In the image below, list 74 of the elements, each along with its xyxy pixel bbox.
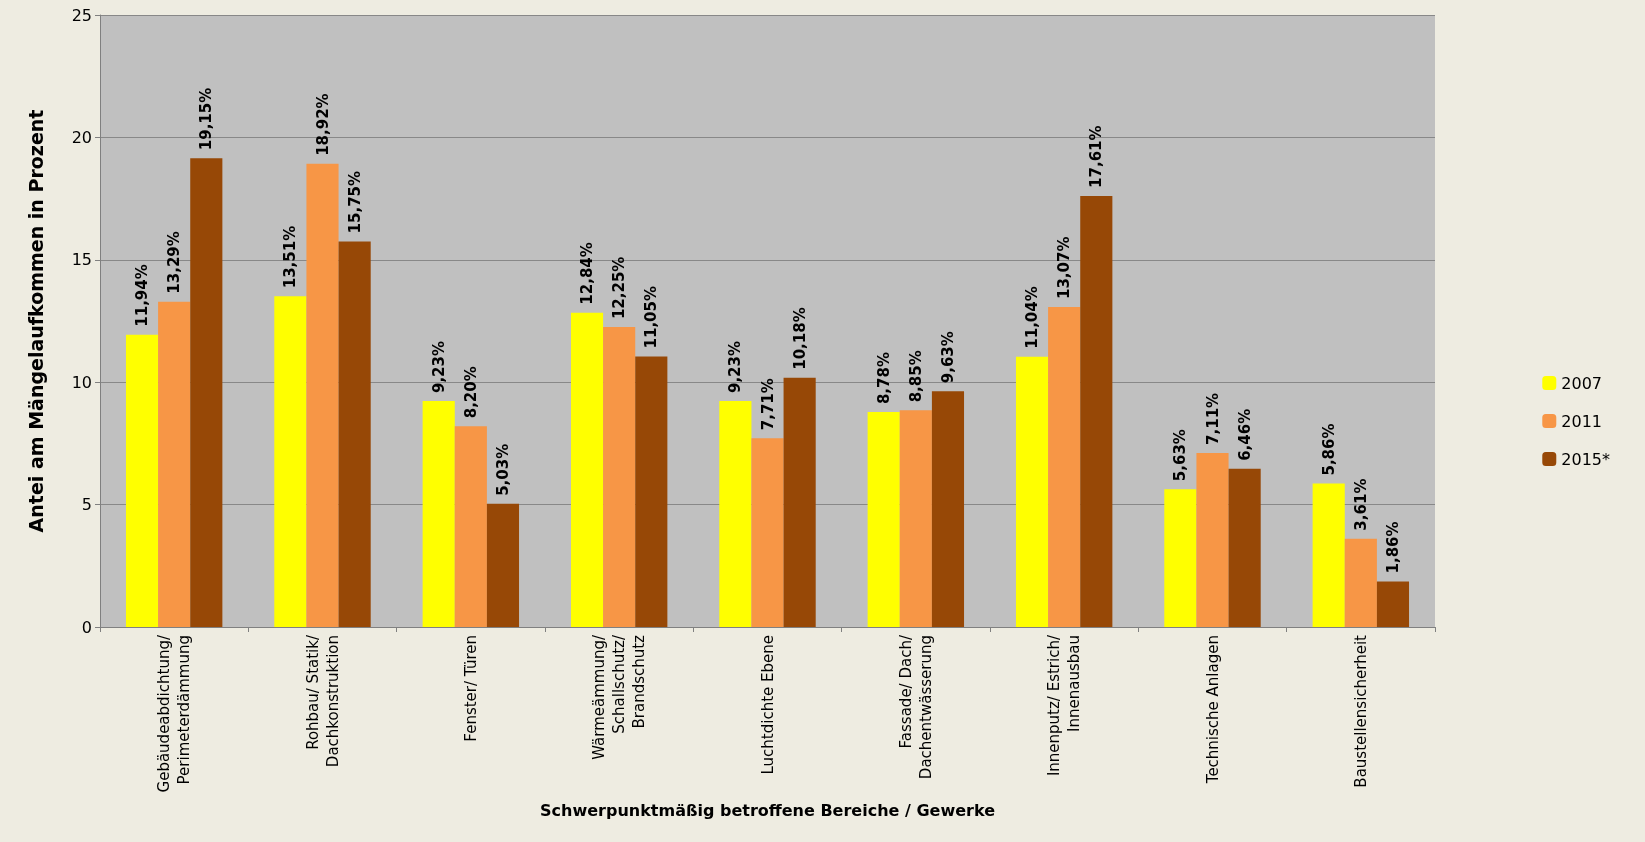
data-label: 11,94%	[133, 264, 152, 327]
data-label: 13,07%	[1055, 236, 1074, 300]
data-label: 5,86%	[1319, 423, 1338, 476]
bar	[1196, 452, 1229, 627]
bar	[570, 312, 604, 627]
x-tick-label: Innenputz/ Estrich/ Innenausbau	[1045, 634, 1084, 777]
data-label: 11,04%	[1023, 286, 1042, 349]
data-label: 7,11%	[1203, 392, 1222, 445]
legend-label: 2007	[1561, 373, 1602, 393]
legend-label: 2015*	[1561, 449, 1610, 469]
y-tick-label: 25	[71, 5, 92, 25]
bar	[306, 163, 339, 627]
data-label: 8,20%	[461, 366, 480, 419]
bar	[1164, 489, 1197, 627]
data-label: 9,23%	[429, 341, 448, 394]
bar	[783, 377, 816, 627]
data-label: 9,63%	[938, 331, 957, 384]
bar	[635, 356, 668, 627]
bar	[1312, 483, 1345, 627]
bar	[1344, 538, 1377, 627]
legend-label: 2011	[1561, 411, 1602, 431]
x-axis-title: Schwerpunktmäßig betroffene Bereiche / Gewerke	[540, 800, 996, 820]
data-label: 13,29%	[165, 231, 184, 294]
bar	[338, 241, 371, 627]
bar	[1015, 356, 1049, 627]
y-tick-label: 20	[71, 127, 92, 147]
data-label: 5,03%	[493, 443, 512, 496]
x-tick-label: Fenster/ Türen	[461, 635, 480, 742]
data-label: 8,85%	[906, 350, 925, 403]
bar	[867, 412, 900, 627]
bar	[1228, 468, 1261, 627]
y-tick-label: 10	[71, 372, 92, 392]
x-tick-label: Rohbau/ Statik/ Dachkonstruktion	[303, 634, 342, 768]
data-label: 8,78%	[874, 352, 893, 405]
bar	[603, 327, 636, 627]
y-axis-title: Antei am Mängelaufkommen in Prozent	[24, 109, 47, 533]
x-tick-label: Luchtdichte Ebene	[758, 635, 777, 775]
data-label: 15,75%	[345, 170, 364, 234]
bar	[274, 296, 307, 627]
data-label: 7,71%	[758, 378, 777, 431]
bar	[899, 410, 932, 627]
x-tick-label: Wärmeämmung/ Schallschutz/ Brandschutz	[590, 634, 649, 760]
bar	[486, 503, 520, 627]
x-tick-label: Fassade/ Dach/ Dachentwässerung	[896, 634, 935, 780]
data-label: 19,15%	[197, 87, 216, 151]
data-label: 6,46%	[1235, 408, 1254, 461]
data-label: 11,05%	[642, 286, 661, 349]
y-tick-label: 0	[81, 617, 92, 637]
data-label: 17,61%	[1087, 125, 1106, 188]
bar	[719, 401, 752, 627]
bar	[158, 301, 191, 627]
data-label: 3,61%	[1351, 478, 1370, 531]
bar	[1048, 307, 1081, 627]
data-label: 10,18%	[790, 307, 809, 370]
data-label: 18,92%	[313, 93, 332, 156]
data-label: 1,86%	[1383, 521, 1402, 574]
data-label: 12,25%	[610, 256, 629, 320]
bar	[190, 158, 223, 627]
data-label: 12,84%	[578, 242, 597, 305]
x-tick-label: Baustellensicherheit	[1351, 634, 1370, 788]
data-label: 5,63%	[1171, 429, 1190, 482]
bar	[422, 401, 455, 627]
bar	[751, 438, 784, 627]
bar	[125, 334, 159, 627]
x-tick-label: Gebäudeabdichtung/ Perimeterdämmung	[155, 634, 194, 793]
bar	[1376, 581, 1410, 627]
bar	[1080, 195, 1113, 627]
data-label: 9,23%	[726, 341, 745, 394]
y-tick-label: 15	[71, 250, 92, 270]
bar	[454, 426, 487, 627]
bar	[931, 391, 965, 627]
data-label: 13,51%	[281, 225, 300, 289]
y-tick-label: 5	[81, 495, 92, 515]
x-tick-label: Technische Anlagen	[1203, 635, 1222, 785]
